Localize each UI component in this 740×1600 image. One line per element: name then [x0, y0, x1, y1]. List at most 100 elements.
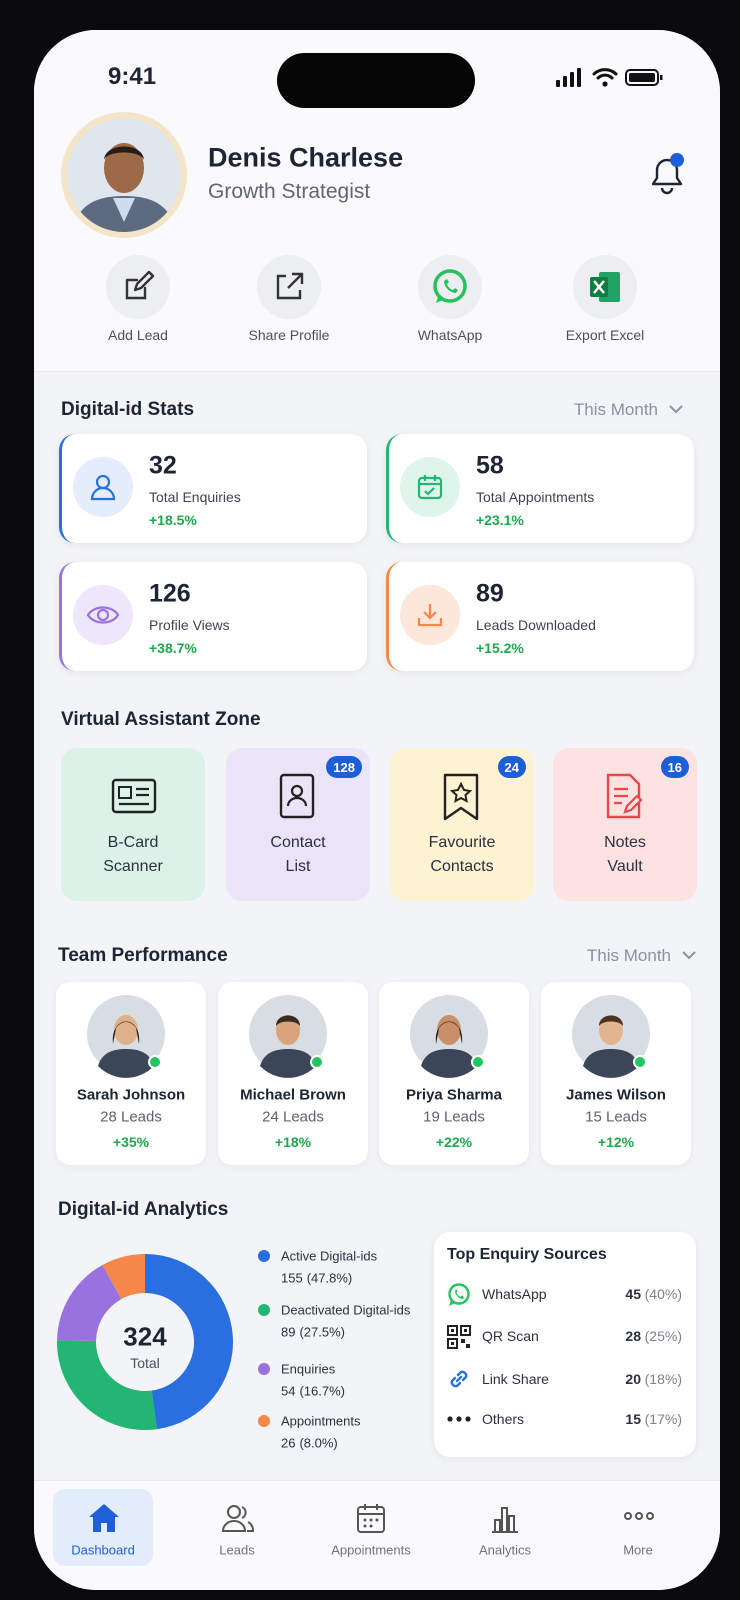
qr-icon — [447, 1325, 471, 1349]
element — [73, 585, 133, 645]
donut-segment — [57, 1264, 122, 1342]
nav-item[interactable]: Appointments — [331, 1542, 411, 1558]
member-change: +35% — [112, 1134, 150, 1150]
status-icons — [556, 68, 663, 87]
whatsapp-icon — [448, 1283, 470, 1306]
stat-card: 89 Leads Downloaded +15.2% — [386, 562, 694, 671]
legend-name: Deactivated Digital-ids — [281, 1302, 411, 1318]
source-count: 45 — [625, 1286, 641, 1302]
avatar-head — [437, 1015, 461, 1045]
stat-label: Leads Downloaded — [476, 617, 596, 633]
source-count: 28 — [625, 1328, 641, 1344]
online-dot — [148, 1055, 162, 1069]
source-share: (40%) — [644, 1286, 682, 1302]
stat-value: 89 — [476, 579, 504, 608]
nav-item[interactable]: Leads — [219, 1542, 255, 1558]
section-title: Digital-id Analytics — [58, 1199, 229, 1220]
avatar-body — [260, 1049, 316, 1078]
link-icon — [450, 1370, 468, 1388]
element — [400, 457, 460, 517]
donut-chart — [57, 1254, 233, 1430]
status-time: 9:41 — [108, 63, 157, 90]
element — [400, 585, 460, 645]
avatar-body — [583, 1049, 639, 1078]
stat-card: 32 Total Enquiries +18.5% — [59, 434, 367, 543]
export-excel-button[interactable] — [573, 255, 637, 319]
legend-dot — [258, 1363, 270, 1375]
tile-label: Favourite — [428, 834, 496, 851]
sources-card: Top Enquiry Sources WhatsApp 45 (40%) QR Sc… — [434, 1232, 696, 1457]
profile-name: Denis Charlese — [208, 142, 404, 173]
member-name: Michael Brown — [240, 1086, 346, 1104]
legend-dot — [258, 1304, 270, 1316]
member-name: Sarah Johnson — [76, 1086, 186, 1104]
donut-segment — [57, 1340, 157, 1430]
stat-label: Total Appointments — [476, 489, 595, 505]
source-name: Link Share — [482, 1371, 549, 1387]
donut-total-label: Total — [130, 1355, 160, 1371]
online-dot — [471, 1055, 485, 1069]
avatar-body — [421, 1049, 477, 1078]
legend-share: (27.5%) — [299, 1324, 345, 1340]
legend-name: Active Digital-ids — [281, 1248, 378, 1264]
notification-bell[interactable] — [645, 150, 687, 196]
legend-value: 89 — [281, 1324, 296, 1340]
tile-label: B-Card — [107, 834, 159, 851]
stat-change: +15.2% — [476, 640, 524, 656]
legend-dot — [258, 1415, 270, 1427]
action-label: Export Excel — [565, 327, 645, 343]
stat-label: Total Enquiries — [149, 489, 241, 505]
assistant-tile[interactable]: B-Card Scanner — [61, 748, 205, 901]
tile-label: Contact — [270, 834, 326, 851]
dropdown-chevron — [669, 405, 683, 414]
filter-dropdown[interactable]: This Month — [573, 400, 658, 419]
action-label: WhatsApp — [417, 327, 483, 343]
share-profile-button[interactable] — [257, 255, 321, 319]
member-card: Priya Sharma 19 Leads +22% — [379, 982, 529, 1165]
member-avatar — [87, 995, 165, 1078]
filter-dropdown[interactable]: This Month — [586, 946, 671, 965]
tile-badge: 128 — [326, 756, 362, 778]
assistant-tile[interactable]: 24 Favourite Contacts — [390, 748, 534, 901]
add-lead-button[interactable] — [106, 255, 170, 319]
member-card: Sarah Johnson 28 Leads +35% — [56, 982, 206, 1165]
assistant-tile[interactable]: 128 Contact List — [226, 748, 370, 901]
stat-value: 58 — [476, 451, 504, 480]
source-count: 15 — [625, 1411, 641, 1427]
dynamic-island — [277, 53, 475, 108]
nav-item[interactable]: Analytics — [478, 1542, 532, 1558]
legend-share: (16.7%) — [299, 1383, 345, 1399]
nav-icon — [624, 1512, 654, 1520]
assistant-tile[interactable]: 16 Notes Vault — [553, 748, 697, 901]
profile-avatar — [61, 112, 187, 238]
donut-total: 324 — [123, 1321, 167, 1352]
online-dot — [310, 1055, 324, 1069]
nav-icon — [89, 1504, 119, 1532]
stat-value: 32 — [149, 451, 177, 480]
source-share: (25%) — [644, 1328, 682, 1344]
legend-name: Appointments — [281, 1413, 361, 1429]
whatsapp-button[interactable] — [418, 255, 482, 319]
member-name: James Wilson — [566, 1086, 666, 1104]
element — [73, 457, 133, 517]
legend-share: (8.0%) — [299, 1435, 338, 1451]
member-avatar — [410, 995, 488, 1078]
more-dots — [447, 1416, 471, 1422]
tile-badge: 24 — [497, 756, 526, 778]
nav-item[interactable]: Dashboard — [71, 1542, 135, 1558]
nav-icon — [357, 1504, 385, 1533]
member-card: Michael Brown 24 Leads +18% — [218, 982, 368, 1165]
donut-segment — [102, 1254, 145, 1300]
stat-change: +38.7% — [149, 640, 197, 656]
stat-change: +23.1% — [476, 512, 524, 528]
member-leads: 19 Leads — [423, 1108, 485, 1126]
tile-badge: 16 — [660, 756, 689, 778]
member-change: +18% — [274, 1134, 312, 1150]
tile-label: Vault — [607, 858, 643, 875]
nav-item[interactable]: More — [623, 1542, 653, 1558]
section-title: Team Performance — [58, 945, 228, 966]
online-dot — [633, 1055, 647, 1069]
stat-label: Profile Views — [149, 617, 230, 633]
stat-value: 126 — [149, 579, 191, 608]
